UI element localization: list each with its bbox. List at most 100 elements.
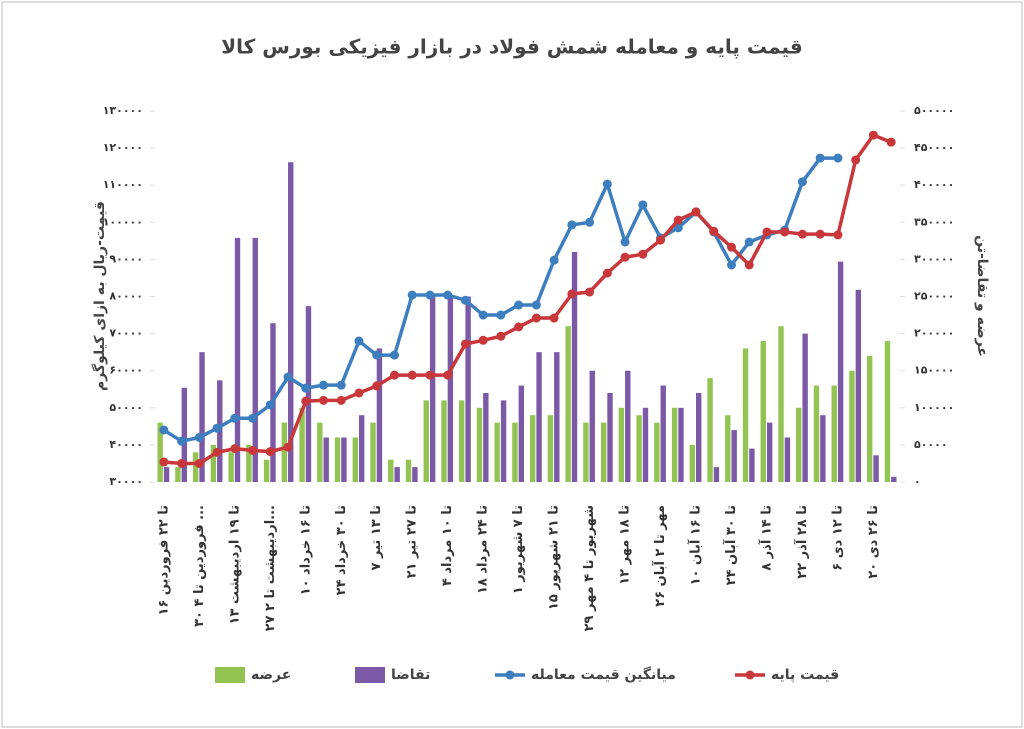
bar [849, 370, 855, 482]
line-marker [194, 458, 204, 468]
legend-swatch [215, 667, 245, 683]
y-tick-label: ۸۰۰۰۰ [109, 290, 143, 303]
bar [855, 289, 862, 482]
line-marker [460, 339, 470, 349]
bar [199, 352, 205, 482]
y2-tick-label: ۱۵۰۰۰۰ [914, 364, 954, 377]
line-marker [868, 130, 878, 140]
line-marker [851, 155, 861, 165]
line-marker [177, 458, 187, 468]
bar [742, 348, 749, 482]
line-marker [159, 457, 169, 467]
legend-swatch [355, 667, 385, 683]
bar [749, 448, 755, 482]
line-marker [726, 242, 736, 252]
x-tick-label: ۲۱ تا ۲۷ تیر [405, 505, 420, 578]
bar [476, 407, 483, 482]
line-marker [230, 444, 240, 454]
bar [252, 237, 258, 482]
bar [607, 392, 613, 482]
line-marker [372, 381, 382, 391]
line-marker [248, 413, 258, 423]
y2-tick-label: ۳۰۰۰۰۰ [914, 252, 954, 265]
chart-title: قیمت پایه و معامله شمش فولاد در بازار فی… [221, 35, 803, 60]
bar [370, 422, 376, 482]
line-marker [230, 413, 240, 423]
line-marker [194, 432, 204, 442]
bar [642, 407, 649, 482]
line-marker [301, 383, 311, 393]
bar [784, 437, 791, 482]
bar [547, 415, 554, 482]
x-tick-label: ۲۲ تا ۲۸ آذر [793, 505, 810, 579]
line-marker [673, 215, 683, 225]
x-tick-label: ۷ تا ۱۳ تیر [369, 505, 384, 570]
bar [837, 261, 844, 482]
x-tick-label: ۱۵ تا ۲۱ شهریور [547, 505, 562, 610]
bar [263, 459, 270, 482]
bar [891, 476, 897, 482]
bar [512, 422, 518, 482]
x-tick-label: ۱۸ تا ۲۴ مرداد [476, 505, 491, 594]
y2-tick-label: ۲۵۰۰۰۰ [914, 290, 954, 303]
bar [636, 415, 642, 482]
bar [228, 452, 234, 482]
y2-tick-label: ۳۵۰۰۰۰ [914, 215, 954, 228]
bar [388, 459, 394, 482]
line-marker [673, 223, 683, 233]
legend-label: عرضه [251, 667, 291, 683]
line-marker [159, 425, 169, 435]
bar [317, 422, 323, 482]
y-tick-label: ۱۱۰۰۰۰ [103, 178, 143, 191]
bar [654, 422, 660, 482]
y-tick-label: ۵۰۰۰۰ [109, 401, 143, 414]
bar [394, 467, 400, 482]
bar [441, 400, 447, 482]
bar [288, 162, 294, 482]
y-tick-label: ۹۰۰۰۰ [109, 252, 143, 265]
line-marker [319, 380, 329, 390]
bar [831, 385, 837, 482]
line-marker [549, 255, 559, 265]
line-marker [833, 153, 843, 163]
line-marker [336, 395, 346, 405]
line-marker [283, 442, 293, 452]
line-marker [656, 235, 666, 245]
legend-label: قیمت پایه [771, 667, 839, 683]
line-marker [602, 268, 612, 278]
line-marker [212, 423, 222, 433]
bar [583, 422, 589, 482]
y-tick-label: ۱۰۰۰۰۰ [103, 215, 143, 228]
bar [341, 437, 347, 482]
bar [192, 452, 199, 482]
bar [625, 370, 631, 482]
bar [660, 385, 666, 482]
bar [678, 407, 684, 482]
line-marker [567, 220, 577, 230]
legend-swatch [745, 670, 755, 680]
line-marker [425, 290, 435, 300]
x-tick-label: ۲۴ تا ۳۰ خرداد [334, 505, 349, 595]
x-tick-label: ۱۲ تا ۱۸ مهر [618, 505, 633, 585]
bar [494, 422, 500, 482]
bar [731, 430, 737, 482]
line-marker [762, 227, 772, 237]
bar [246, 444, 252, 482]
line-marker [815, 229, 825, 239]
bar [867, 355, 873, 482]
legend-swatch [505, 670, 515, 680]
bar [459, 400, 465, 482]
y2-tick-label: ۴۵۰۰۰۰ [914, 141, 954, 154]
line-marker [549, 313, 559, 323]
bar [358, 415, 365, 482]
bar [281, 422, 288, 482]
bar [802, 333, 808, 482]
bar [465, 296, 471, 482]
bar [884, 341, 891, 482]
x-tick-label: ۳۰ فروردین تا ۴ ... [192, 505, 207, 627]
line-marker [372, 350, 382, 360]
line-marker [709, 226, 719, 236]
line-marker [354, 388, 364, 398]
bar [175, 467, 181, 482]
